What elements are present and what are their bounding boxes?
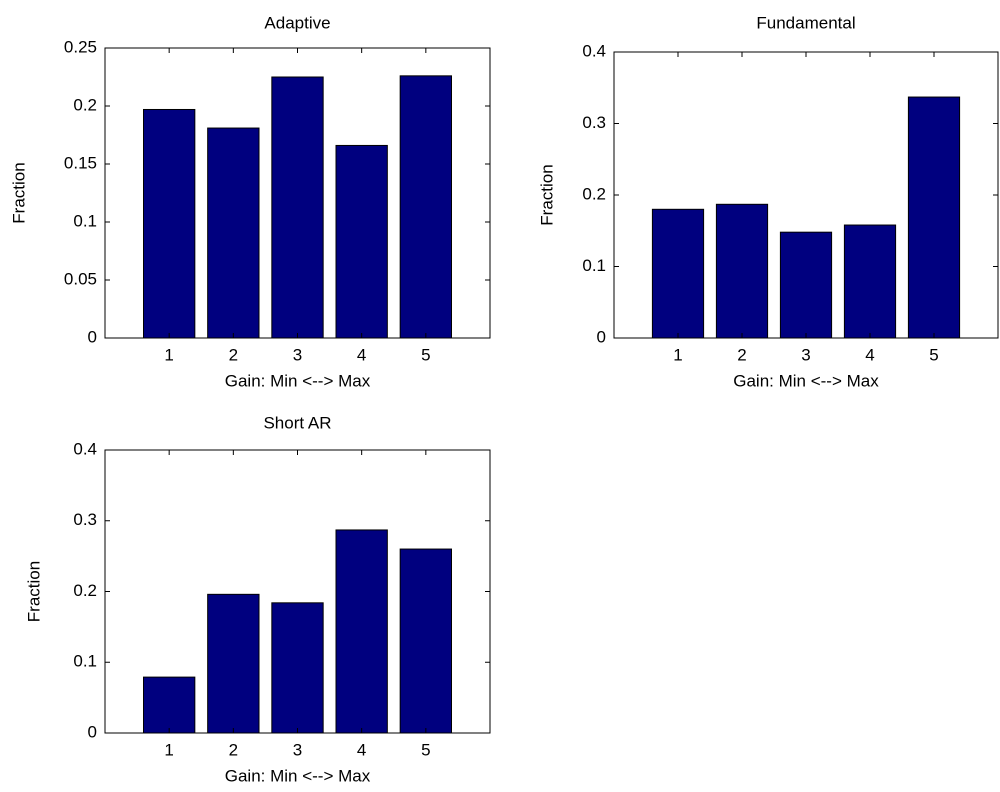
x-axis-label: Gain: Min <--> Max	[733, 371, 879, 390]
x-tick-label: 4	[865, 345, 874, 364]
x-tick-label: 3	[293, 345, 302, 364]
x-tick-label: 3	[293, 740, 302, 759]
bar	[779, 231, 833, 339]
y-tick-label: 0.1	[582, 256, 606, 275]
y-tick-label: 0.4	[73, 439, 97, 458]
y-tick-label: 0.1	[73, 652, 97, 671]
x-tick-label: 5	[929, 345, 938, 364]
x-tick-label: 4	[357, 740, 366, 759]
bar	[335, 529, 388, 734]
bar	[399, 75, 452, 339]
x-tick-label: 3	[801, 345, 810, 364]
y-tick-label: 0	[88, 327, 97, 346]
y-tick-label: 0.2	[73, 95, 97, 114]
y-tick-label: 0.2	[582, 184, 606, 203]
y-tick-label: 0.2	[73, 581, 97, 600]
x-tick-label: 5	[421, 740, 430, 759]
bar	[715, 203, 769, 339]
y-axis-label: Fraction	[24, 561, 43, 622]
x-tick-label: 1	[673, 345, 682, 364]
x-tick-label: 1	[164, 345, 173, 364]
bar	[143, 676, 196, 734]
y-tick-label: 0.3	[582, 113, 606, 132]
x-tick-label: 5	[421, 345, 430, 364]
bar	[271, 602, 324, 734]
bar	[399, 548, 452, 734]
bar	[651, 208, 705, 339]
x-tick-label: 2	[737, 345, 746, 364]
y-tick-label: 0	[88, 722, 97, 741]
x-axis-label: Gain: Min <--> Max	[225, 371, 371, 390]
y-tick-label: 0.05	[64, 269, 97, 288]
y-tick-label: 0.3	[73, 510, 97, 529]
chart-title: Adaptive	[264, 13, 330, 32]
y-tick-label: 0.4	[582, 41, 606, 60]
x-tick-label: 2	[229, 740, 238, 759]
bar	[271, 76, 324, 339]
chart-title: Short AR	[263, 413, 331, 432]
x-tick-label: 4	[357, 345, 366, 364]
y-axis-label: Fraction	[9, 162, 28, 223]
chart-title: Fundamental	[756, 13, 855, 32]
y-tick-label: 0.15	[64, 153, 97, 172]
y-axis-label: Fraction	[537, 164, 556, 225]
y-tick-label: 0.25	[64, 37, 97, 56]
y-tick-label: 0.1	[73, 211, 97, 230]
y-tick-label: 0	[597, 327, 606, 346]
x-axis-label: Gain: Min <--> Max	[225, 766, 371, 785]
bar	[143, 108, 196, 339]
bar	[207, 593, 260, 734]
x-tick-label: 1	[164, 740, 173, 759]
bar	[207, 127, 260, 339]
x-tick-label: 2	[229, 345, 238, 364]
bar	[907, 96, 961, 339]
bar	[843, 224, 897, 339]
bar	[335, 144, 388, 339]
